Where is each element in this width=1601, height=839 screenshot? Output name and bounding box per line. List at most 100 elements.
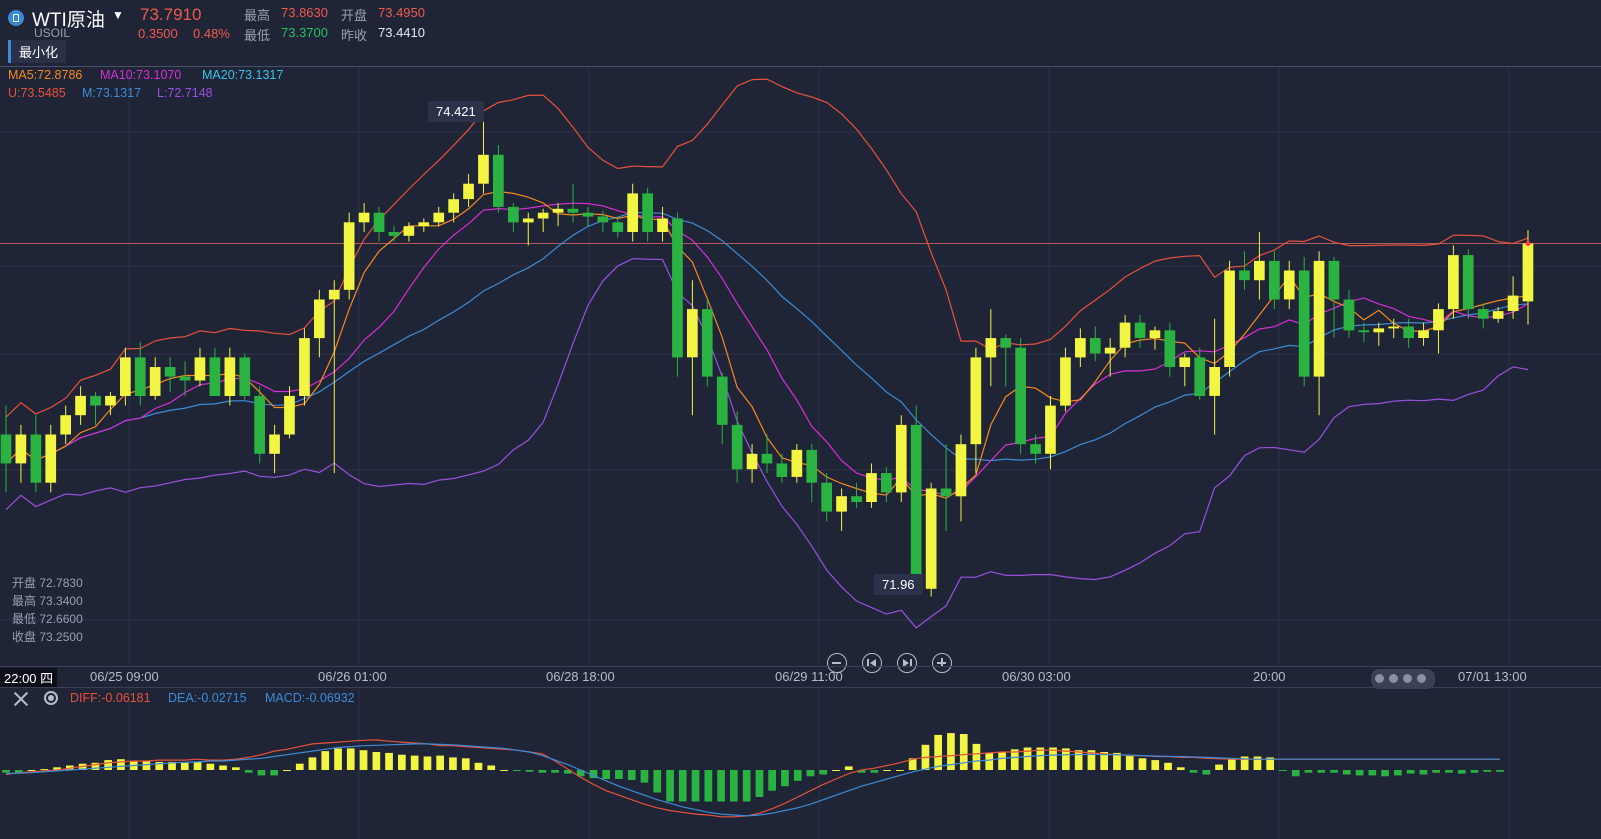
chevron-down-icon[interactable]: ▼	[112, 8, 124, 22]
macd-bar	[1317, 770, 1326, 773]
candle-body	[314, 299, 325, 339]
gear-icon[interactable]	[44, 691, 58, 705]
header-bar	[0, 0, 1601, 67]
macd-bar	[1381, 770, 1389, 777]
candle-body	[1089, 338, 1101, 354]
candle-body	[746, 453, 758, 470]
max-price-badge: 74.421	[428, 101, 484, 122]
macd-bar	[768, 770, 776, 791]
macd-bar	[512, 770, 521, 771]
candle-body	[1209, 367, 1220, 396]
zoom-out-button[interactable]	[827, 653, 847, 673]
close-icon[interactable]	[12, 690, 30, 708]
candle-body	[120, 357, 131, 396]
scroll-start-button[interactable]	[862, 653, 882, 673]
macd-bar	[985, 752, 994, 770]
macd-bar	[1394, 770, 1402, 776]
price-change: 0.3500	[138, 26, 178, 41]
macd-bar	[449, 757, 457, 770]
macd-bar	[819, 770, 828, 775]
current-price-dot	[1525, 241, 1531, 247]
candle-body	[940, 488, 952, 497]
macd-bar	[91, 762, 100, 770]
candle-body	[15, 434, 27, 464]
symbol-name[interactable]: WTI原油	[32, 10, 105, 31]
macd-bar	[908, 758, 917, 770]
candle-body	[269, 434, 280, 454]
macd-bar	[53, 767, 61, 770]
candle-body	[209, 357, 221, 396]
candle-body	[1418, 330, 1429, 338]
candle-body	[612, 222, 624, 232]
candle-body	[1448, 255, 1459, 310]
candle-body	[493, 154, 504, 207]
time-label: 07/01 13:00	[1458, 669, 1527, 684]
candle-body	[1358, 330, 1370, 333]
candle-body	[134, 357, 146, 396]
macd-bar	[1125, 755, 1134, 770]
macd-bar	[602, 770, 610, 779]
macd-bar	[691, 770, 700, 802]
candle-body	[1373, 328, 1385, 333]
legend-dea: DEA:-0.02715	[168, 691, 247, 705]
candle-body	[224, 357, 236, 396]
macd-bar	[155, 761, 164, 770]
macd-bar	[270, 770, 278, 776]
macd-bar	[1342, 770, 1351, 775]
macd-bar	[883, 770, 891, 771]
high-value: 73.8630	[281, 5, 328, 20]
macd-bar	[806, 770, 815, 777]
macd-bar	[1253, 756, 1262, 770]
candle-body	[895, 424, 907, 493]
candle-body	[508, 206, 519, 223]
hover-high: 最高 73.3400	[12, 594, 83, 608]
macd-bar	[1419, 770, 1428, 775]
macd-bar	[538, 770, 547, 773]
macd-bar	[666, 770, 674, 802]
candle-body	[1507, 295, 1519, 311]
macd-bar	[1304, 770, 1313, 773]
candle-body	[985, 338, 997, 358]
candle-body	[1194, 357, 1206, 396]
legend-ma20: MA20:73.1317	[202, 68, 284, 82]
candle-body	[701, 309, 713, 377]
macd-bar	[1406, 770, 1415, 774]
time-label: 06/30 03:00	[1002, 669, 1071, 684]
symbol-icon[interactable]	[8, 10, 24, 26]
candle-body	[1433, 309, 1444, 331]
scroll-end-button[interactable]	[897, 653, 917, 673]
candle-body	[910, 424, 922, 589]
macd-bar	[755, 770, 764, 797]
macd-bar	[1228, 759, 1236, 770]
candle-body	[582, 212, 594, 217]
minimize-button[interactable]: 最小化	[8, 40, 67, 63]
candle-body	[403, 226, 415, 236]
macd-bar	[1445, 770, 1453, 773]
candle-body	[806, 449, 818, 483]
zoom-in-button[interactable]	[932, 653, 952, 673]
candle-body	[1298, 270, 1310, 377]
pager-dots[interactable]	[1371, 669, 1435, 689]
macd-bar	[678, 770, 687, 802]
macd-bar	[346, 748, 355, 770]
legend-middle-band: M:73.1317	[82, 86, 142, 100]
candle-body	[970, 357, 982, 445]
candle-body	[30, 434, 42, 483]
macd-bar	[474, 762, 483, 770]
macd-bar	[1202, 770, 1211, 775]
candle-body	[1134, 322, 1146, 338]
time-label: 06/28 18:00	[546, 669, 615, 684]
low-label: 最低	[244, 28, 271, 43]
macd-bar	[104, 760, 112, 770]
macd-bar	[1176, 767, 1185, 770]
macd-bar	[27, 770, 36, 771]
macd-bar	[1457, 770, 1466, 774]
diff-line	[5, 739, 1500, 818]
macd-bar	[142, 761, 151, 770]
candle-body	[955, 444, 967, 497]
candle-body	[373, 212, 385, 232]
macd-bar	[1087, 750, 1096, 770]
candle-body	[105, 395, 116, 406]
macd-bar	[321, 751, 330, 770]
